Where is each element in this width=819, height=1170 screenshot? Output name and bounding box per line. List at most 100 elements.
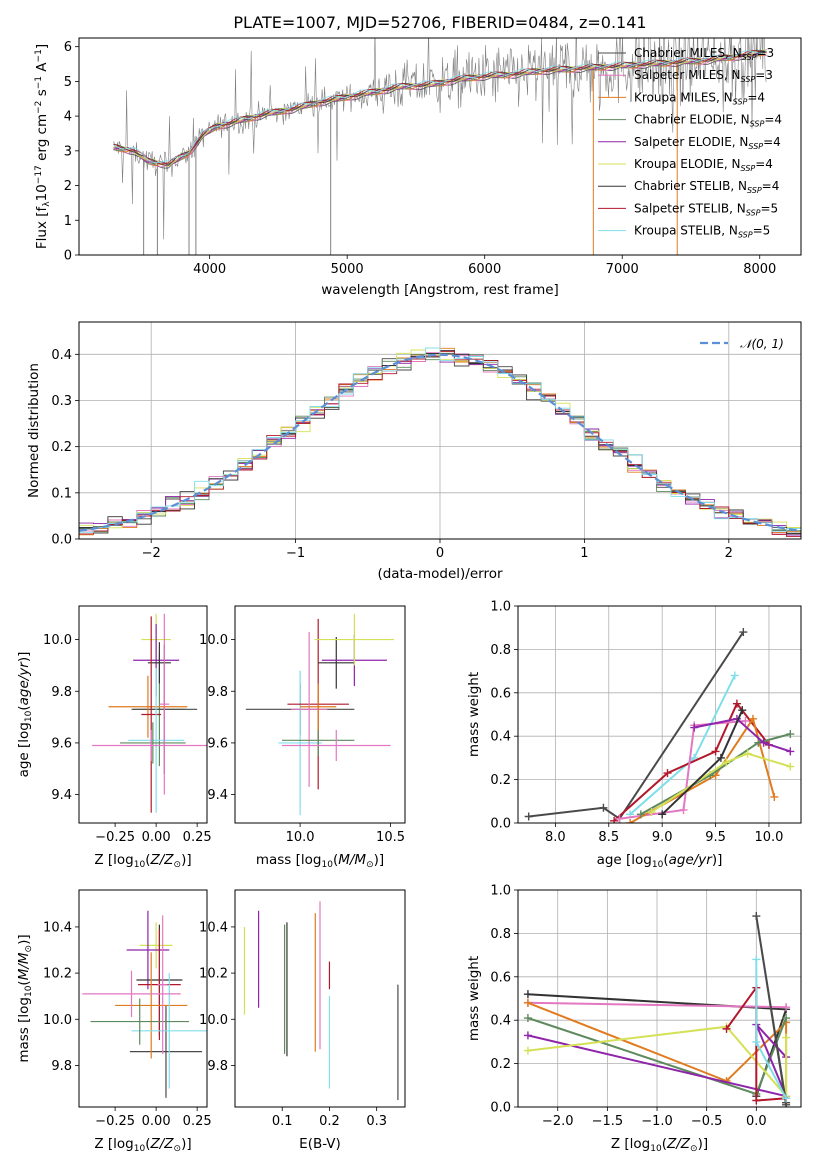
x-tick-label: 2 bbox=[725, 546, 733, 561]
weight-point-marker bbox=[523, 1014, 532, 1023]
figure-title: PLATE=1007, MJD=52706, FIBERID=0484, z=0… bbox=[233, 13, 646, 32]
weight-point-marker bbox=[782, 1033, 791, 1042]
weight-point-marker bbox=[738, 706, 747, 715]
errorbars bbox=[92, 613, 207, 813]
weight-point-marker bbox=[711, 747, 720, 756]
x-tick-label: −0.25 bbox=[95, 830, 135, 845]
y-tick-label: 0.1 bbox=[51, 486, 72, 501]
x-tick-label: 10.0 bbox=[754, 830, 783, 845]
x-tick-label: 0.3 bbox=[366, 1114, 387, 1129]
x-tick-label: −1.0 bbox=[641, 1114, 673, 1129]
y-tick-label: 0.6 bbox=[490, 686, 511, 701]
legend-entry: Salpeter MILES, NSSP=3 bbox=[634, 68, 773, 84]
x-axis-label: E(B-V) bbox=[299, 1136, 341, 1152]
axes-frame bbox=[78, 605, 208, 824]
x-axis-label: mass [log10(M/M⊙)] bbox=[256, 852, 384, 870]
y-tick-label: 10.2 bbox=[199, 967, 228, 982]
x-axis-label: wavelength [Angstrom, rest frame] bbox=[321, 282, 559, 298]
x-tick-label: −2.0 bbox=[542, 1114, 574, 1129]
y-tick-label: 9.8 bbox=[207, 1059, 228, 1074]
errorbars bbox=[243, 901, 399, 1101]
weight-point-marker bbox=[663, 769, 672, 778]
legend-entry: Kroupa ELODIE, NSSP=4 bbox=[634, 157, 773, 173]
x-tick-label: −2 bbox=[142, 546, 161, 561]
x-axis-label: (data-model)/error bbox=[377, 566, 503, 582]
weight-point-marker bbox=[636, 810, 645, 819]
weight-series-line bbox=[755, 915, 788, 1105]
y-tick-label: 9.8 bbox=[207, 685, 228, 700]
x-tick-label: 0.25 bbox=[183, 830, 212, 845]
panel-age-vs-metallicity: −0.25 0.00 0.25 9.4 9.6 9.8 10.0 Z [log10(Z/Z⊙)… bbox=[16, 605, 212, 870]
y-tick-label: 10.4 bbox=[43, 920, 72, 935]
y-axis-label: mass weight bbox=[466, 956, 482, 1041]
x-tick-label: 7000 bbox=[606, 262, 639, 277]
weight-point-marker bbox=[743, 749, 752, 758]
y-axis-label: mass [log10(M/M⊙)] bbox=[16, 934, 34, 1062]
y-tick-label: 5 bbox=[64, 75, 72, 90]
weight-point-marker bbox=[786, 747, 795, 756]
y-axis-label: Normed distribution bbox=[26, 363, 42, 498]
y-tick-label: 9.4 bbox=[51, 788, 72, 803]
y-tick-label: 0.2 bbox=[51, 440, 72, 455]
y-tick-label: 10.0 bbox=[43, 1013, 72, 1028]
y-tick-label: 3 bbox=[64, 144, 72, 159]
weight-point-marker bbox=[523, 998, 532, 1007]
y-tick-label: 0 bbox=[64, 249, 72, 264]
weight-point-marker bbox=[786, 762, 795, 771]
x-tick-label: −1.5 bbox=[592, 1114, 624, 1129]
weight-point-marker bbox=[658, 810, 667, 819]
y-tick-label: 9.8 bbox=[51, 685, 72, 700]
y-tick-label: 10.0 bbox=[43, 633, 72, 648]
y-axis-label: Flux [fλ10−17 erg cm−2 s−1 A−1] bbox=[34, 44, 52, 249]
axes-frame bbox=[517, 889, 802, 1108]
y-tick-label: 0.2 bbox=[490, 773, 511, 788]
weight-point-marker bbox=[610, 816, 619, 823]
x-tick-label: 9.0 bbox=[652, 830, 673, 845]
weight-point-marker bbox=[722, 758, 731, 767]
x-axis-label: Z [log10(Z/Z⊙)] bbox=[94, 1136, 191, 1154]
panel-spectrum: 4000 5000 6000 7000 8000 0 1 2 3 4 5 6 Chabrier MILE… bbox=[34, 37, 802, 298]
weight-point-marker bbox=[599, 803, 608, 812]
weight-series-line bbox=[650, 752, 791, 813]
y-axis-label: age [log10(age/yr)] bbox=[16, 652, 34, 778]
y-tick-label: 0.8 bbox=[490, 643, 511, 658]
x-tick-label: 4000 bbox=[193, 262, 226, 277]
x-tick-label: 9.5 bbox=[705, 830, 726, 845]
x-tick-label: 10.0 bbox=[286, 830, 315, 845]
x-axis-label: Z [log10(Z/Z⊙)] bbox=[611, 1136, 708, 1154]
y-tick-label: 0.4 bbox=[490, 1014, 511, 1029]
axes-frame bbox=[234, 889, 406, 1108]
weight-series-line bbox=[619, 720, 746, 820]
y-tick-label: 9.8 bbox=[51, 1059, 72, 1074]
x-axis-label: age [log10(age/yr)] bbox=[597, 852, 723, 870]
y-axis-label: mass weight bbox=[466, 672, 482, 757]
y-tick-label: 10.0 bbox=[199, 1013, 228, 1028]
legend-entry: Salpeter ELODIE, NSSP=4 bbox=[634, 135, 781, 151]
y-tick-label: 1 bbox=[64, 214, 72, 229]
legend-entry: Chabrier STELIB, NSSP=4 bbox=[634, 179, 779, 195]
y-tick-label: 2 bbox=[64, 179, 72, 194]
errorbars bbox=[82, 910, 207, 1098]
y-tick-label: 0.2 bbox=[490, 1057, 511, 1072]
weight-point-marker bbox=[523, 990, 532, 999]
x-tick-label: 5000 bbox=[331, 262, 364, 277]
x-tick-label: −1 bbox=[286, 546, 305, 561]
histogram-steps bbox=[79, 347, 801, 538]
y-tick-label: 0.0 bbox=[490, 1101, 511, 1116]
weight-point-marker bbox=[690, 723, 699, 732]
y-tick-label: 0.4 bbox=[51, 348, 72, 363]
weight-point-marker bbox=[752, 955, 761, 964]
x-tick-label: 0 bbox=[436, 546, 444, 561]
model-fit-line bbox=[113, 53, 767, 168]
weight-point-marker bbox=[770, 792, 779, 801]
y-tick-label: 10.0 bbox=[199, 633, 228, 648]
x-tick-label: 6000 bbox=[468, 262, 501, 277]
x-tick-label: 8.5 bbox=[598, 830, 619, 845]
y-tick-label: 0.4 bbox=[490, 730, 511, 745]
errorbars bbox=[245, 613, 395, 816]
weight-point-marker bbox=[752, 1096, 761, 1105]
weight-point-marker bbox=[739, 628, 748, 637]
x-tick-label: 0.2 bbox=[319, 1114, 340, 1129]
x-tick-label: 0.0 bbox=[746, 1114, 767, 1129]
model-fit-line bbox=[113, 50, 767, 165]
